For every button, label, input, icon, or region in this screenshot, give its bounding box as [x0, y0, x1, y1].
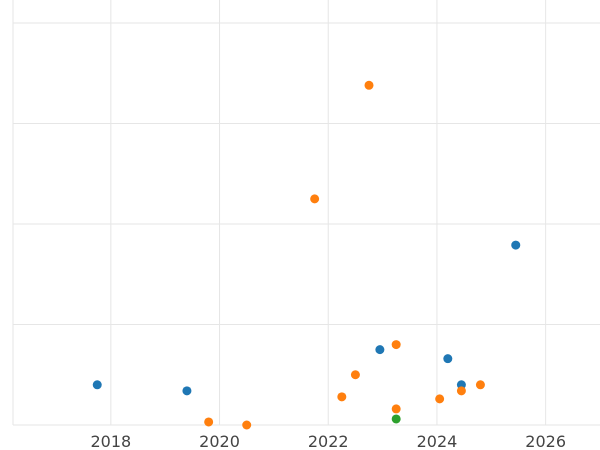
data-point-series-3	[391, 414, 401, 424]
x-tick-label: 2024	[417, 432, 458, 450]
data-point-series-2	[364, 80, 374, 90]
data-point-series-2	[435, 394, 445, 404]
data-point-series-2	[310, 194, 320, 204]
x-tick-label: 2018	[90, 432, 131, 450]
data-points	[92, 80, 521, 430]
data-point-series-1	[92, 380, 102, 390]
data-point-series-2	[475, 380, 485, 390]
data-point-series-2	[391, 404, 401, 414]
data-point-series-2	[337, 392, 347, 402]
x-axis-ticks: 2018 2020 2022 2024 2026	[90, 432, 566, 450]
data-point-series-2	[204, 417, 214, 427]
x-tick-label: 2020	[199, 432, 240, 450]
data-point-series-1	[443, 354, 453, 364]
data-point-series-1	[511, 240, 521, 250]
data-point-series-2	[350, 370, 360, 380]
grid	[12, 0, 600, 426]
data-point-series-2	[456, 386, 466, 396]
x-tick-label: 2022	[308, 432, 349, 450]
x-tick-label: 2026	[525, 432, 566, 450]
data-point-series-2	[391, 340, 401, 350]
data-point-series-2	[242, 420, 252, 430]
data-point-series-1	[182, 386, 192, 396]
data-point-series-1	[375, 345, 385, 355]
